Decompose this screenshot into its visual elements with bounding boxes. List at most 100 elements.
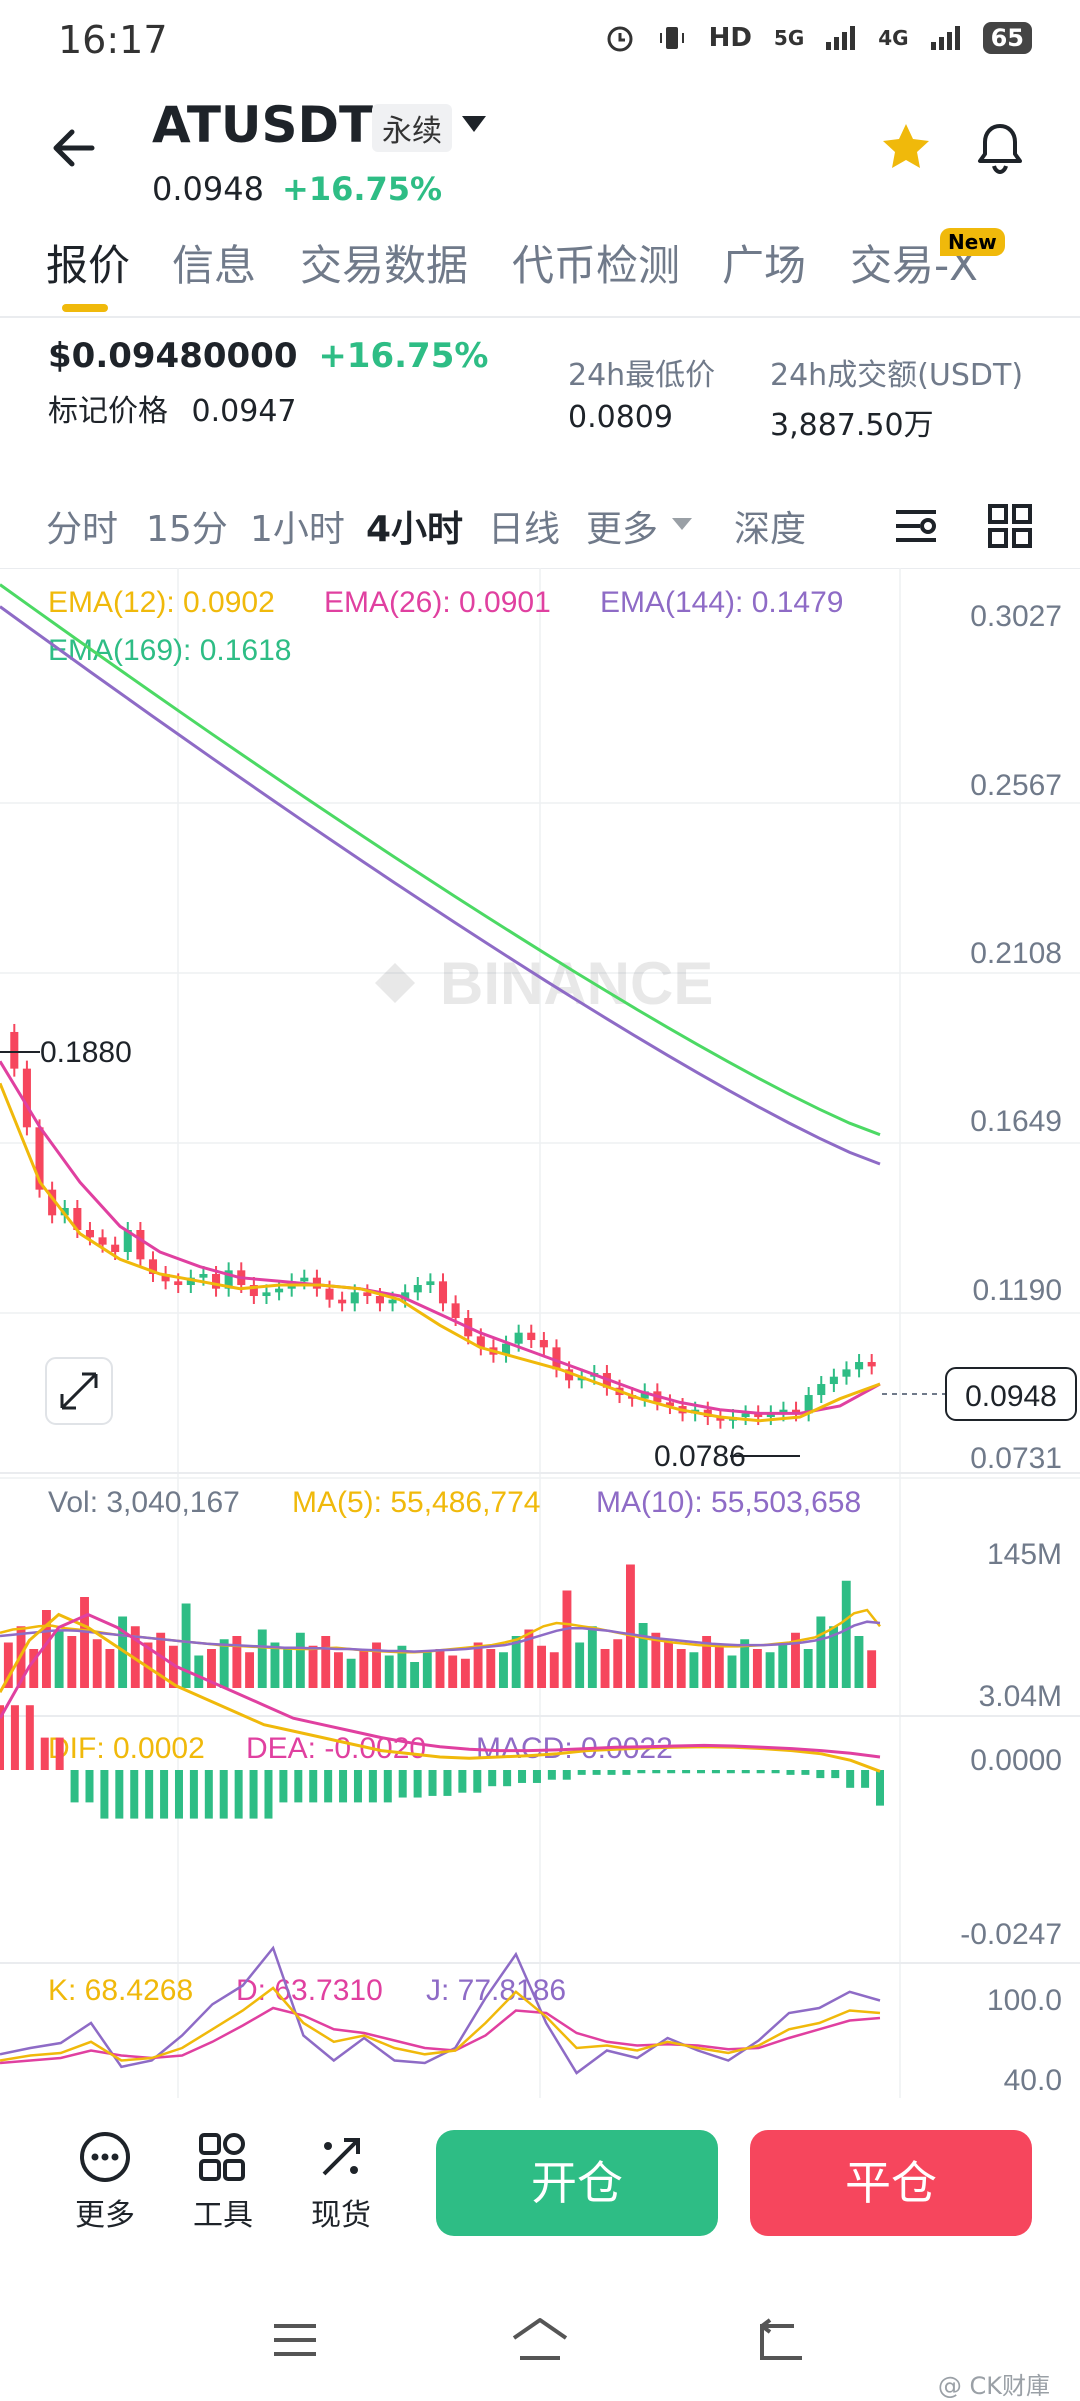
macd-axis-bottom: -0.0247 [960,1918,1062,1951]
candle [111,1244,120,1253]
main-tabs: 报价 信息 交易数据 代币检测 广场 交易-X New [0,228,1080,318]
macd-bar [592,1770,601,1775]
volume-bar [714,1645,724,1688]
macd-bar [443,1770,452,1796]
tab-quote[interactable]: 报价 [46,241,131,290]
macd-bar [40,1737,49,1770]
macd-axis-top: 0.0000 [970,1744,1062,1777]
candle [640,1391,649,1399]
more-dropdown-icon[interactable] [672,518,692,530]
tab-trading-data[interactable]: 交易数据 [300,241,469,290]
chart-settings-icon[interactable] [892,502,940,550]
symbol-title[interactable]: ATUSDT [152,96,374,154]
volume-bar [803,1649,813,1688]
macd-bar [219,1770,228,1819]
volume-bar [80,1597,89,1688]
candle [325,1288,334,1300]
interval-more[interactable]: 更多 [586,509,659,550]
volume-bar [575,1642,585,1688]
macd-bar [697,1770,706,1774]
price-axis-2: 0.2108 [970,937,1062,970]
kline-chart[interactable]: BINANCE EMA(12): 0.0902 EMA(26): 0.0901 … [0,567,1080,2098]
grid-layout-icon[interactable] [986,502,1034,550]
kdj-j-label: J: 77.8186 [426,1974,566,2007]
active-tab-indicator [62,304,108,312]
tools-button[interactable]: 工具 [178,2130,268,2234]
symbol-dropdown-icon[interactable] [462,116,486,132]
macd-bar [547,1770,556,1780]
open-position-button[interactable]: 开仓 [436,2130,718,2236]
contract-type-badge: 永续 [372,104,452,152]
volume-bar [397,1645,407,1688]
volume-bar [321,1636,331,1688]
macd-bar [10,1705,19,1770]
interval-15m[interactable]: 15分 [146,509,228,550]
candle [48,1189,57,1216]
volume-bar [473,1642,483,1688]
low-24h-label: 24h最低价 [568,358,716,393]
back-nav-icon[interactable] [752,2318,808,2364]
macd-bar [145,1770,154,1819]
interval-day[interactable]: 日线 [488,509,561,550]
macd-bar [876,1770,884,1806]
macd-bar [413,1770,422,1798]
depth-tab[interactable]: 深度 [734,509,807,550]
ticker-change: +16.75% [318,336,489,376]
chart-area[interactable]: BINANCE EMA(12): 0.0902 EMA(26): 0.0901 … [0,567,1080,2098]
expand-chart-button[interactable] [45,1357,113,1425]
volume-bar [346,1658,356,1688]
favorite-star-icon[interactable] [878,120,934,176]
price-series [0,583,881,1429]
volume-bar [194,1655,204,1688]
interval-1h[interactable]: 1小时 [250,509,345,550]
volume-bar [676,1649,686,1688]
interval-4h[interactable]: 4小时 [366,509,464,550]
candle [855,1362,864,1370]
volume-bar [841,1580,851,1688]
candle [212,1274,221,1289]
volume-bar [651,1632,661,1688]
volume-bar [765,1652,775,1688]
candle [300,1277,309,1282]
macd-bar [324,1770,333,1803]
spot-button[interactable]: 现货 [296,2130,386,2234]
spot-swap-icon [322,2138,360,2176]
candle [665,1402,674,1407]
macd-bar [249,1770,258,1819]
macd-bar [652,1770,661,1774]
close-position-button[interactable]: 平仓 [750,2130,1032,2236]
volume-bar [854,1636,864,1688]
vol-axis-bottom: 3.04M [979,1680,1062,1713]
price-axis-5: 0.0731 [970,1442,1062,1475]
kdj-axis-top: 100.0 [987,1984,1062,2017]
candle [136,1229,145,1260]
macd-bar [85,1770,94,1803]
kdj-d-label: D: 63.7310 [236,1974,383,2007]
interval-bar: 分时 15分 1小时 4小时 日线 更多 深度 [0,490,1080,560]
volume-bar [67,1636,77,1688]
price-axis-0: 0.3027 [970,600,1062,633]
volume-bar [486,1649,496,1688]
candle [829,1376,838,1385]
tab-token-check[interactable]: 代币检测 [512,241,681,290]
macd-bar [160,1770,169,1819]
ema144-line [0,605,881,1166]
volume-bar [638,1623,648,1688]
candle [262,1292,271,1297]
footer-watermark: @ CK财庫 [937,2372,1050,2400]
candle [85,1229,94,1238]
tab-square[interactable]: 广场 [722,241,807,290]
volume-bar [92,1639,102,1688]
menu-nav-icon[interactable] [270,2320,320,2360]
interval-time[interactable]: 分时 [46,509,119,550]
volume-24h-label: 24h成交额(USDT) [770,358,1024,393]
more-button[interactable]: 更多 [60,2130,150,2234]
tab-info[interactable]: 信息 [172,241,257,290]
notification-bell-icon[interactable] [970,118,1030,178]
back-arrow-icon[interactable] [46,120,102,176]
home-nav-icon[interactable] [508,2314,572,2364]
macd-bar [667,1770,676,1774]
macd-bar [234,1770,243,1819]
spot-label: 现货 [311,2198,371,2233]
macd-series [0,1612,884,1819]
